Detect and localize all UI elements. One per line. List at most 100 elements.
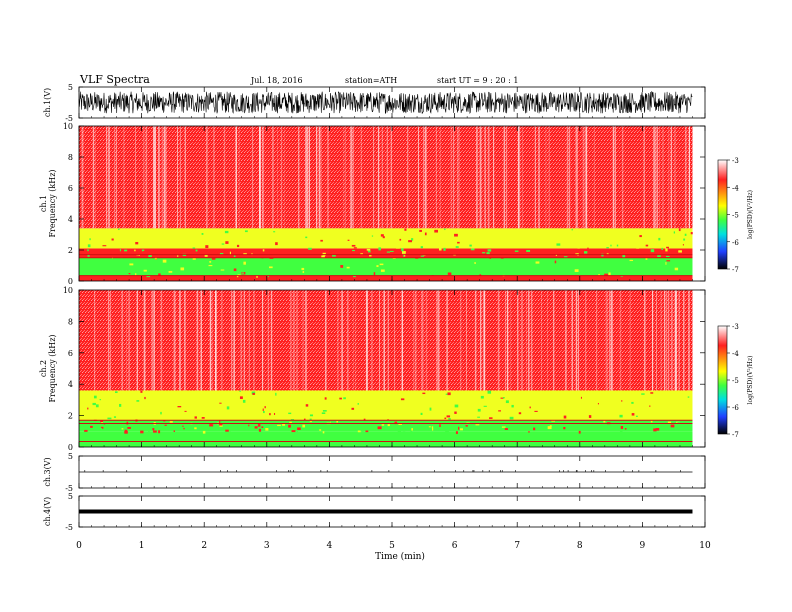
spectrogram-fleck [684, 233, 687, 236]
spectrogram-fleck [177, 406, 182, 408]
spectrogram-fleck [653, 428, 657, 432]
y-axis-label: ch.2 [39, 360, 48, 377]
spectrogram-fleck [399, 254, 404, 258]
spectrogram-fleck [84, 429, 88, 432]
spectrogram-fleck [195, 249, 198, 252]
spectrogram-fleck [650, 423, 654, 426]
spectrogram-fleck [454, 411, 457, 414]
spectrogram-fleck [459, 428, 463, 431]
spectrogram-fleck [111, 238, 114, 241]
spectrogram-fleck [252, 392, 255, 395]
spectrogram-fleck [614, 394, 617, 396]
spectrogram-fleck [330, 426, 332, 430]
spectrogram-fleck [402, 254, 405, 257]
spectrogram-fleck [583, 238, 586, 240]
spectrogram-fleck [263, 410, 265, 414]
spectrogram-fleck [296, 430, 298, 433]
spectrogram-fleck [655, 428, 660, 431]
spectrogram-fleck [99, 399, 102, 401]
spectrogram-fleck [448, 418, 451, 421]
spectrogram-fleck [470, 248, 475, 251]
spectrogram-fleck [665, 248, 668, 252]
spectrogram-fleck [538, 428, 542, 431]
spectrogram-fleck [125, 393, 129, 395]
spectrogram-fleck [256, 275, 258, 278]
y-tick-label: 10 [63, 286, 73, 295]
spectrogram-fleck [498, 410, 501, 412]
spectrogram-fleck [380, 234, 384, 237]
y-axis-label: Frequency (kHz) [48, 169, 57, 237]
spectrogram-fleck [631, 413, 635, 416]
spectrogram-fleck [400, 398, 405, 401]
spectrogram-fleck [240, 259, 243, 261]
spectrogram-fleck [671, 275, 676, 279]
spectrogram-fleck [402, 251, 406, 254]
spectrogram-fleck [239, 390, 241, 392]
spectrogram-fleck [254, 426, 258, 429]
ch2-spectrogram-panel: ch.2 Frequency (kHz) 0 2 4 6 8 10 [39, 286, 706, 452]
spectrogram-fleck [444, 417, 447, 420]
spectrogram-fleck [101, 421, 103, 424]
spectrogram-fleck [264, 406, 266, 409]
spectrogram-fleck [679, 243, 682, 247]
spectrogram-fleck [673, 231, 676, 234]
spectrogram-fleck [446, 415, 451, 418]
spectrogram-fleck [387, 425, 392, 428]
spectrogram-fleck [655, 273, 657, 275]
spectrogram-fleck [233, 255, 236, 257]
spectrogram-fleck [201, 417, 205, 419]
spectrogram-fleck [621, 400, 623, 402]
spectrogram-fleck [587, 247, 589, 250]
spectrogram-fleck [239, 396, 243, 399]
spectrogram-fleck [408, 240, 413, 243]
x-tick-label: 0 [76, 541, 82, 551]
spectrogram-fleck [649, 402, 653, 405]
spectrogram-fleck [687, 396, 690, 398]
spectrogram-fleck [128, 273, 131, 275]
x-tick-label: 8 [577, 541, 583, 551]
colorbar-tick-label: -7 [732, 266, 739, 274]
spectrogram-fleck [202, 430, 206, 434]
spectrogram-fleck [132, 425, 135, 428]
spectrogram-fleck [261, 426, 264, 429]
spectrogram-fleck [606, 247, 609, 249]
colorbar-gradient [717, 325, 728, 435]
spectrogram-fleck [100, 427, 103, 431]
spectrogram-fleck [164, 424, 167, 426]
spectrogram-fleck [269, 413, 271, 416]
spectrogram-fleck [632, 258, 635, 260]
x-tick-label: 1 [139, 541, 145, 551]
spectrogram-fleck [620, 426, 624, 429]
x-tick-label: 3 [264, 541, 270, 551]
spectrogram-fleck [288, 424, 291, 428]
spectrogram-fleck [457, 241, 460, 244]
spectrogram-fleck [229, 251, 231, 255]
spectrogram-fleck [477, 416, 481, 418]
spectrogram-fleck [192, 247, 196, 249]
spectrogram-fleck [670, 424, 675, 428]
spectrogram-fleck [219, 402, 222, 404]
spectrogram-fleck [129, 263, 134, 266]
spectrogram-fleck [264, 271, 269, 273]
spectrogram-fleck [87, 249, 89, 252]
y-tick-label: -5 [65, 114, 73, 123]
spectrogram-fleck [210, 423, 212, 425]
spectrogram-fleck [504, 428, 508, 430]
spectrogram-fleck [383, 428, 386, 430]
spectrogram-fleck [454, 404, 459, 408]
spectrogram-fleck [616, 244, 619, 247]
spectrogram-fleck [363, 418, 366, 421]
spectrogram-fleck [402, 431, 406, 433]
spectrogram-fleck [429, 407, 432, 411]
spectrogram-fleck [119, 248, 121, 252]
spectrogram-fleck [666, 260, 671, 262]
spectrogram-fleck [397, 430, 402, 434]
spectrogram-fleck [386, 252, 390, 255]
spectrogram-fleck [482, 252, 486, 254]
spectrogram-fleck [447, 411, 450, 414]
y-axis-label: ch.4(V) [43, 497, 52, 526]
spectrogram-fleck [382, 236, 385, 239]
colorbar-tick-label: -5 [732, 212, 739, 220]
spectrogram-fleck [80, 258, 85, 261]
